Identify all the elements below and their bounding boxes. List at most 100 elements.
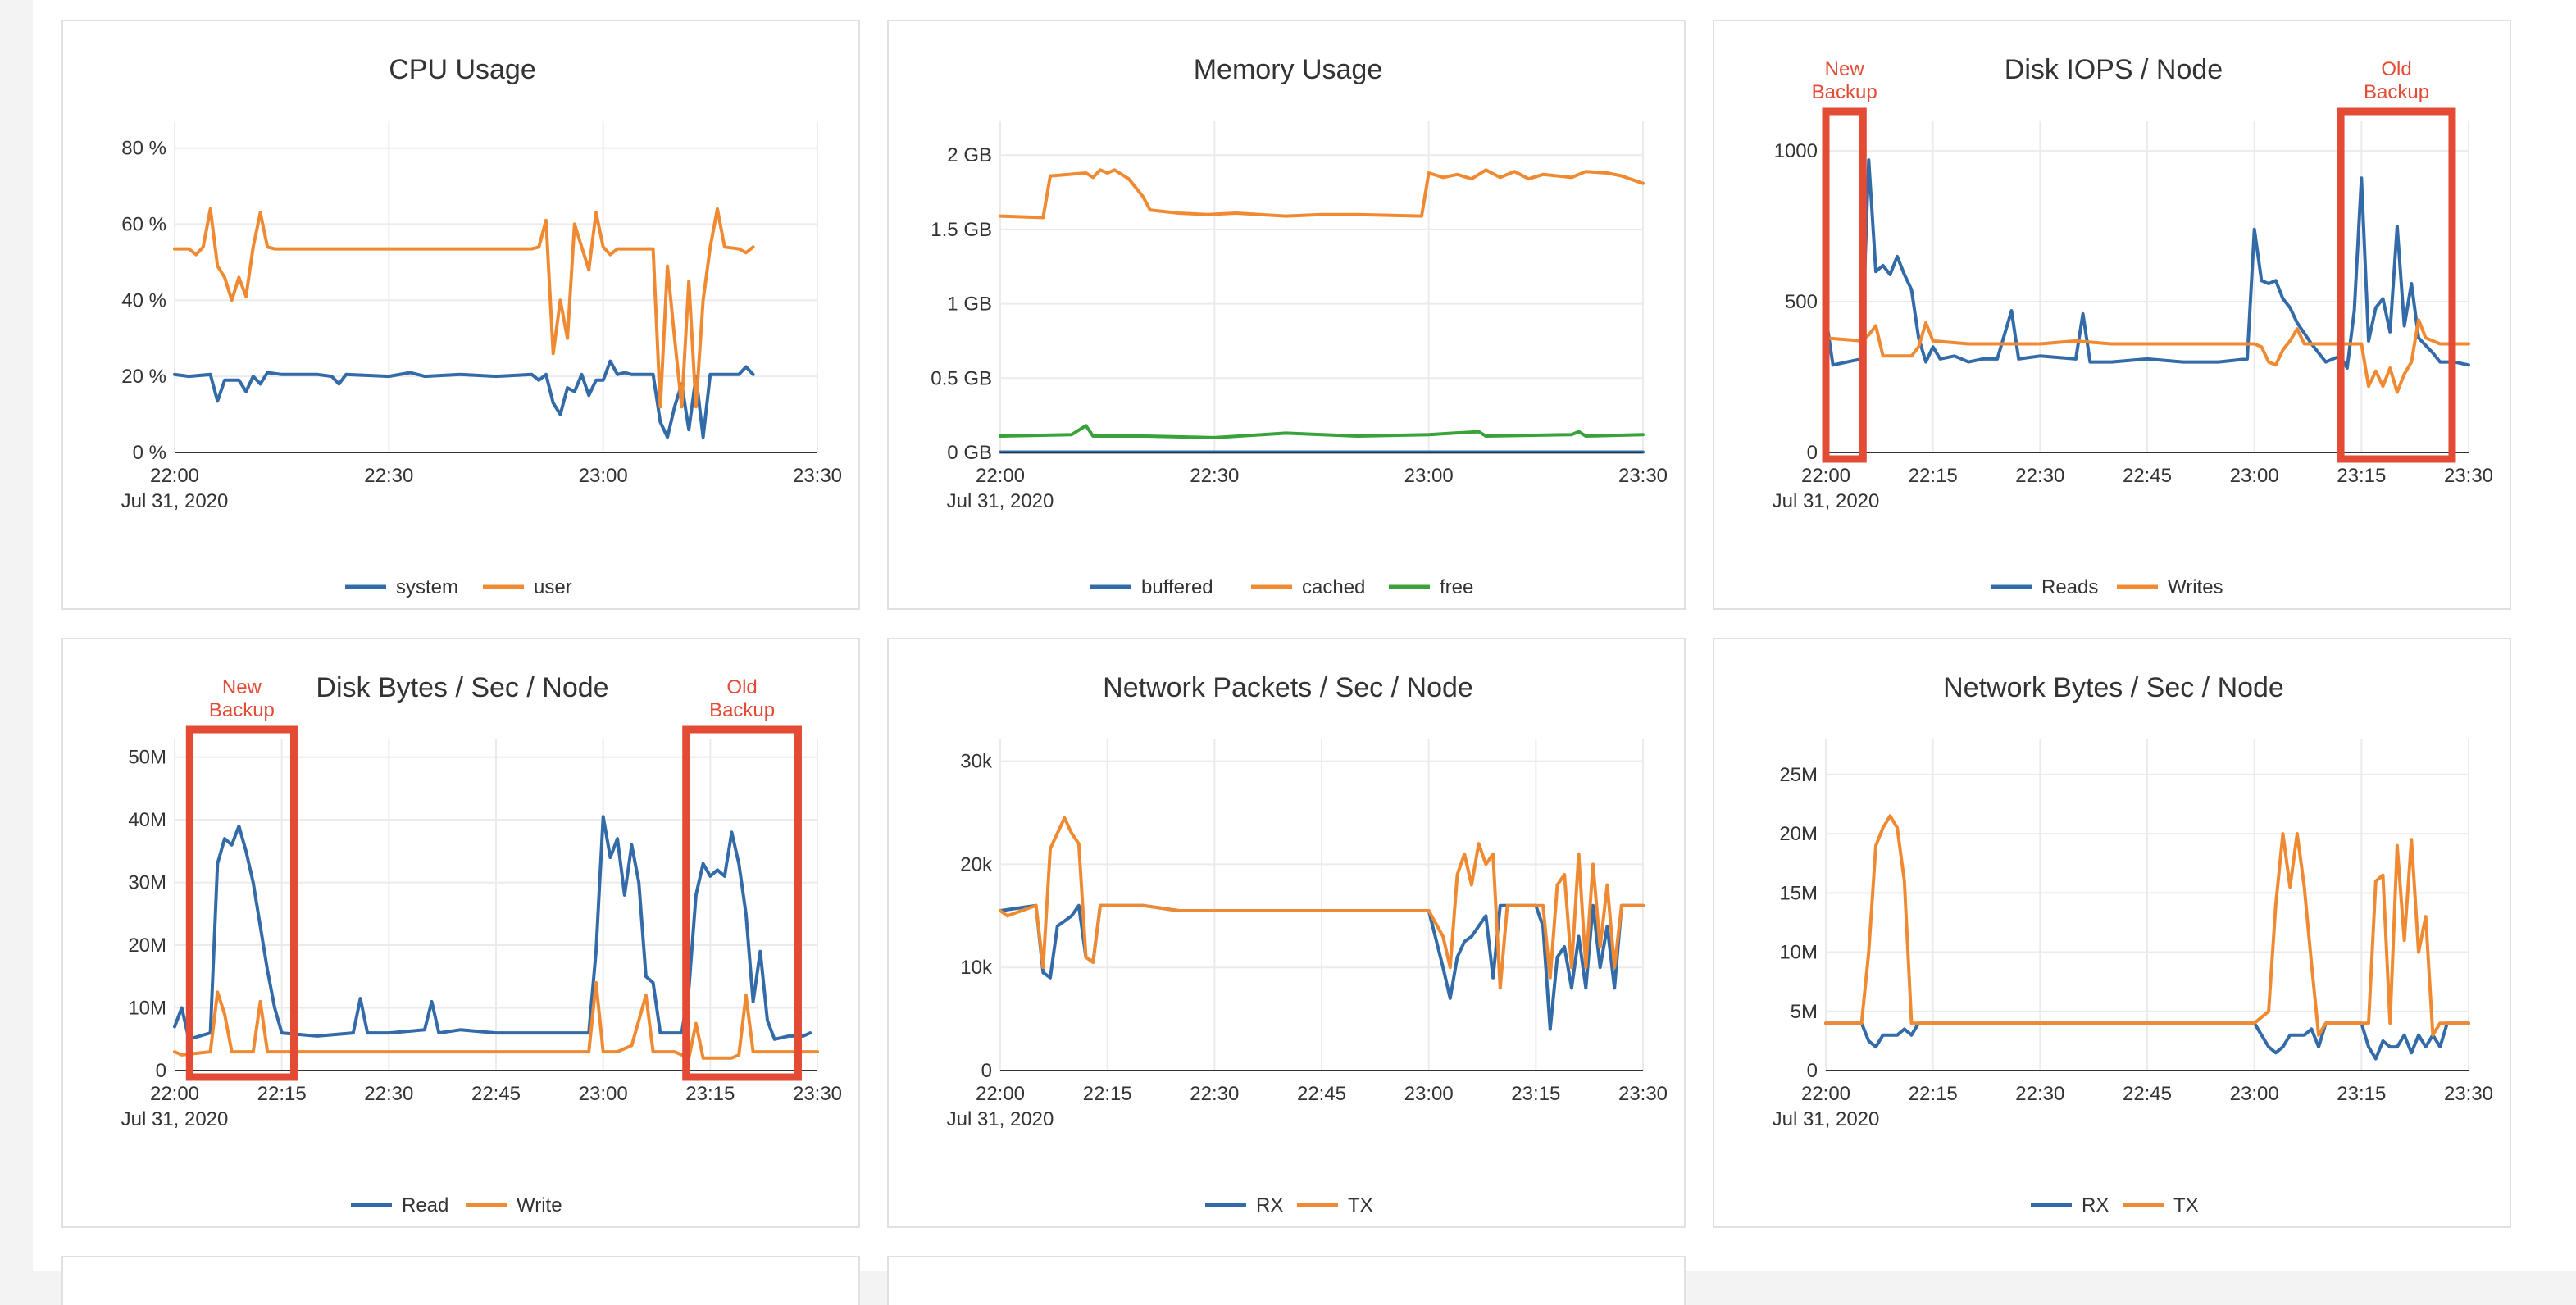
- x-tick-label: 22:30: [1190, 465, 1239, 487]
- series-line-rx: [1824, 1021, 2470, 1061]
- x-tick-label: 22:45: [2123, 1083, 2172, 1105]
- x-tick-label: 23:15: [1511, 1083, 1560, 1105]
- series-line-tx: [1824, 814, 2470, 1037]
- chart-title: Network Bytes / Sec / Node: [1943, 672, 2284, 703]
- x-tick-label: 23:00: [579, 1083, 628, 1105]
- y-tick-label: 1 GB: [947, 293, 992, 316]
- legend-label-reads: Reads: [2041, 576, 2098, 598]
- legend-label-write: Write: [517, 1194, 562, 1216]
- series-line-write: [173, 980, 819, 1060]
- x-tick-label: 23:00: [1404, 1083, 1454, 1105]
- x-tick-label: 23:30: [1618, 1083, 1668, 1105]
- x-tick-label: 22:00: [1801, 465, 1850, 487]
- x-tick-label: 22:00: [1801, 1083, 1850, 1105]
- panel-stub-middle: [887, 1256, 1686, 1305]
- chart-title: Disk IOPS / Node: [2005, 54, 2223, 85]
- y-tick-label: 20 %: [121, 366, 166, 388]
- x-tick-label: 22:15: [1909, 465, 1958, 487]
- x-date-label: Jul 31, 2020: [121, 490, 229, 512]
- x-tick-label: 23:30: [2444, 465, 2493, 487]
- y-tick-label: 60 %: [121, 213, 166, 235]
- annotation-label: Backup: [209, 699, 275, 721]
- chart-title: Disk Bytes / Sec / Node: [316, 672, 608, 703]
- annotation-label: Backup: [1812, 81, 1877, 103]
- y-tick-label: 50M: [128, 747, 166, 769]
- series-line-cached: [999, 168, 1645, 220]
- panel-disk-iops: Disk IOPS / Node 22:00 22:15 22:30 22:45 23:0…: [1713, 20, 2511, 610]
- annotation-label: Old: [726, 676, 757, 698]
- x-tick-label: 22:30: [2015, 465, 2064, 487]
- y-tick-label: 20M: [1779, 823, 1818, 845]
- x-tick-label: 22:15: [1083, 1083, 1132, 1105]
- y-tick-label: 10M: [128, 998, 166, 1020]
- legend-label-system: system: [396, 576, 458, 598]
- series-line-read: [173, 815, 812, 1041]
- panel-disk-bytes: Disk Bytes / Sec / Node 22:00 22:15 22:30 22…: [61, 638, 860, 1228]
- annotation-label: New: [1825, 58, 1865, 80]
- panel-memory-usage: Memory Usage 22:00 22:30 23:00 23:30 Jul 31, …: [887, 20, 1686, 610]
- x-tick-label: 23:30: [2444, 1083, 2493, 1105]
- x-tick-label: 22:00: [976, 1083, 1025, 1105]
- y-tick-label: 1000: [1774, 140, 1818, 162]
- annotation-label: Old: [2381, 58, 2411, 80]
- y-tick-label: 30M: [128, 872, 166, 894]
- x-date-label: Jul 31, 2020: [1773, 490, 1880, 512]
- x-tick-label: 23:30: [793, 465, 842, 487]
- x-tick-label: 22:45: [471, 1083, 521, 1105]
- x-tick-label: 23:15: [2337, 1083, 2386, 1105]
- legend-label-buffered: buffered: [1141, 576, 1213, 598]
- x-tick-label: 22:30: [1190, 1083, 1239, 1105]
- x-tick-label: 23:15: [2337, 465, 2386, 487]
- y-tick-label: 0: [1807, 442, 1818, 464]
- legend-label-tx: TX: [2173, 1194, 2199, 1216]
- x-tick-label: 22:15: [1909, 1083, 1958, 1105]
- chart-svg: Disk Bytes / Sec / Node 22:00 22:15 22:30 22…: [121, 672, 842, 1216]
- series-line-reads: [1824, 158, 2470, 370]
- y-tick-label: 0 %: [133, 442, 166, 464]
- series-line-system: [173, 359, 755, 439]
- series-line-user: [173, 207, 755, 409]
- x-tick-label: 22:00: [150, 465, 199, 487]
- panel-stub-left: [61, 1256, 860, 1305]
- annotation-box: [1822, 107, 1867, 463]
- series-line-writes: [1824, 318, 2470, 394]
- y-tick-label: 15M: [1779, 882, 1818, 904]
- chart-svg: Network Bytes / Sec / Node 22:00 22:15 22:3…: [1773, 672, 2493, 1216]
- y-tick-label: 40 %: [121, 289, 166, 311]
- legend-label-cached: cached: [1302, 576, 1365, 598]
- x-tick-label: 23:00: [2230, 1083, 2279, 1105]
- x-tick-label: 23:30: [1618, 465, 1668, 487]
- y-tick-label: 1.5 GB: [931, 219, 992, 241]
- y-tick-label: 0: [156, 1060, 166, 1082]
- x-tick-label: 23:15: [685, 1083, 735, 1105]
- x-tick-label: 22:00: [976, 465, 1025, 487]
- y-tick-label: 10M: [1779, 942, 1818, 964]
- y-tick-label: 25M: [1779, 764, 1818, 786]
- chart-svg: Memory Usage 22:00 22:30 23:00 23:30 Jul 31, …: [931, 54, 1668, 598]
- series-line-rx: [999, 903, 1645, 1031]
- legend-label-rx: RX: [1256, 1194, 1283, 1216]
- y-tick-label: 80 %: [121, 138, 166, 160]
- x-tick-label: 22:30: [364, 1083, 413, 1105]
- chart-title: CPU Usage: [389, 54, 536, 85]
- y-tick-label: 40M: [128, 809, 166, 831]
- y-tick-label: 20M: [128, 934, 166, 957]
- chart-svg: Disk IOPS / Node 22:00 22:15 22:30 22:45 23:0…: [1773, 54, 2493, 598]
- legend-label-user: user: [534, 576, 572, 598]
- y-tick-label: 20k: [960, 853, 993, 875]
- panel-network-bytes: Network Bytes / Sec / Node 22:00 22:15 22:3…: [1713, 638, 2511, 1228]
- annotation-label: New: [222, 676, 262, 698]
- y-tick-label: 500: [1785, 291, 1818, 313]
- x-date-label: Jul 31, 2020: [1773, 1108, 1880, 1130]
- x-tick-label: 22:00: [150, 1083, 199, 1105]
- y-tick-label: 0: [981, 1060, 992, 1082]
- x-tick-label: 23:30: [793, 1083, 842, 1105]
- annotation-box: [682, 725, 802, 1081]
- x-date-label: Jul 31, 2020: [947, 490, 1054, 512]
- y-tick-label: 0 GB: [947, 442, 992, 464]
- x-tick-label: 22:45: [1297, 1083, 1346, 1105]
- x-date-label: Jul 31, 2020: [947, 1108, 1054, 1130]
- legend-label-writes: Writes: [2168, 576, 2223, 598]
- y-tick-label: 30k: [960, 751, 993, 773]
- chart-svg: CPU Usage 22:00 22:30 23:00 23:30 Jul 31, 202…: [121, 54, 842, 598]
